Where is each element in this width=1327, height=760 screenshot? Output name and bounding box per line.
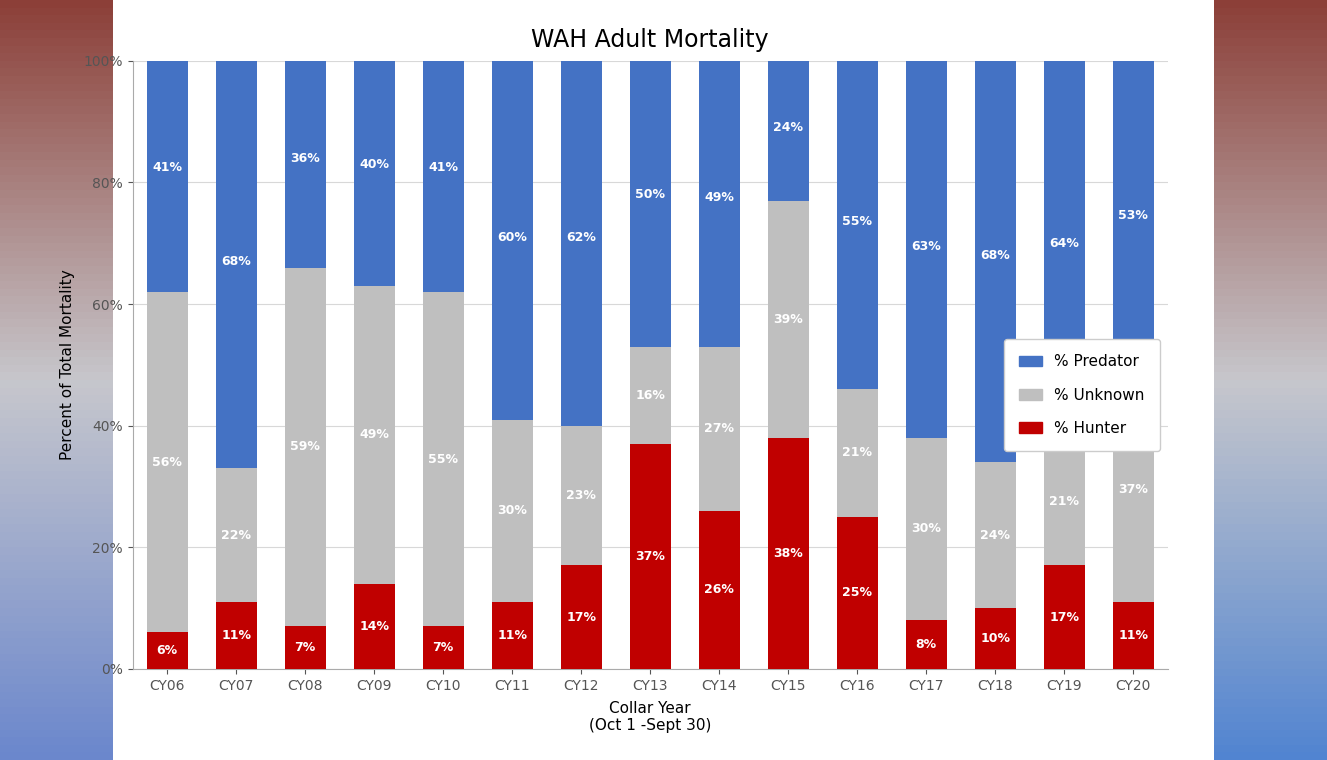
Bar bbox=[1043, 565, 1085, 669]
Bar bbox=[353, 286, 395, 584]
Bar bbox=[767, 55, 809, 201]
Bar bbox=[698, 347, 740, 511]
Text: 41%: 41% bbox=[429, 160, 458, 174]
Text: 21%: 21% bbox=[843, 446, 872, 460]
Bar bbox=[491, 420, 533, 602]
Text: 7%: 7% bbox=[295, 641, 316, 654]
Bar bbox=[905, 438, 947, 620]
Text: 37%: 37% bbox=[1119, 483, 1148, 496]
Bar bbox=[974, 462, 1016, 608]
Bar bbox=[422, 292, 464, 626]
Bar bbox=[146, 43, 188, 292]
Text: 36%: 36% bbox=[291, 151, 320, 165]
X-axis label: Collar Year
(Oct 1 -Sept 30): Collar Year (Oct 1 -Sept 30) bbox=[589, 701, 711, 733]
Bar bbox=[422, 626, 464, 669]
Text: 49%: 49% bbox=[360, 428, 389, 442]
Bar bbox=[1112, 602, 1154, 669]
Text: 16%: 16% bbox=[636, 388, 665, 402]
Bar bbox=[1043, 49, 1085, 438]
Text: 56%: 56% bbox=[153, 455, 182, 469]
Bar bbox=[422, 43, 464, 292]
Bar bbox=[905, 620, 947, 669]
Bar bbox=[146, 292, 188, 632]
Text: 22%: 22% bbox=[222, 528, 251, 542]
Text: 21%: 21% bbox=[1050, 495, 1079, 508]
Text: 50%: 50% bbox=[636, 188, 665, 201]
Bar bbox=[767, 201, 809, 438]
Text: 39%: 39% bbox=[774, 312, 803, 326]
Text: 25%: 25% bbox=[843, 586, 872, 600]
Text: 68%: 68% bbox=[981, 249, 1010, 262]
Bar bbox=[215, 602, 257, 669]
Bar bbox=[560, 49, 602, 426]
Text: 64%: 64% bbox=[1050, 236, 1079, 250]
Bar bbox=[284, 268, 326, 626]
Bar bbox=[629, 347, 671, 444]
Y-axis label: Percent of Total Mortality: Percent of Total Mortality bbox=[60, 270, 76, 460]
Bar bbox=[1043, 438, 1085, 565]
Bar bbox=[974, 49, 1016, 462]
Text: 7%: 7% bbox=[433, 641, 454, 654]
Bar bbox=[560, 426, 602, 565]
Text: 11%: 11% bbox=[1119, 629, 1148, 642]
Bar bbox=[767, 438, 809, 669]
Bar bbox=[353, 584, 395, 669]
Text: 11%: 11% bbox=[222, 629, 251, 642]
Text: 62%: 62% bbox=[567, 230, 596, 244]
Text: 17%: 17% bbox=[1050, 610, 1079, 624]
Bar bbox=[560, 565, 602, 669]
Bar bbox=[629, 444, 671, 669]
Text: 14%: 14% bbox=[360, 619, 389, 633]
Bar bbox=[353, 43, 395, 286]
Text: 10%: 10% bbox=[981, 632, 1010, 645]
Text: 30%: 30% bbox=[912, 522, 941, 536]
Text: 38%: 38% bbox=[774, 546, 803, 560]
Text: 8%: 8% bbox=[916, 638, 937, 651]
Text: 30%: 30% bbox=[498, 504, 527, 518]
Bar bbox=[629, 43, 671, 347]
Text: 53%: 53% bbox=[1119, 209, 1148, 223]
Text: 41%: 41% bbox=[153, 160, 182, 174]
Text: 60%: 60% bbox=[498, 230, 527, 244]
Bar bbox=[491, 55, 533, 420]
Text: 59%: 59% bbox=[291, 440, 320, 454]
Text: 27%: 27% bbox=[705, 422, 734, 435]
Text: 6%: 6% bbox=[157, 644, 178, 657]
Text: 63%: 63% bbox=[912, 239, 941, 253]
Bar bbox=[836, 389, 878, 517]
Bar bbox=[215, 55, 257, 468]
Bar bbox=[905, 55, 947, 438]
Bar bbox=[491, 602, 533, 669]
Title: WAH Adult Mortality: WAH Adult Mortality bbox=[531, 28, 770, 52]
Text: 24%: 24% bbox=[774, 121, 803, 135]
Bar bbox=[698, 511, 740, 669]
Text: 23%: 23% bbox=[567, 489, 596, 502]
Text: 68%: 68% bbox=[222, 255, 251, 268]
Text: 26%: 26% bbox=[705, 583, 734, 597]
Text: 55%: 55% bbox=[429, 452, 458, 466]
Bar bbox=[836, 517, 878, 669]
Text: 55%: 55% bbox=[843, 215, 872, 229]
Text: 49%: 49% bbox=[705, 191, 734, 204]
Bar bbox=[698, 49, 740, 347]
Bar bbox=[1112, 377, 1154, 602]
Bar bbox=[974, 608, 1016, 669]
Text: 40%: 40% bbox=[360, 157, 389, 171]
Text: 11%: 11% bbox=[498, 629, 527, 642]
Text: 17%: 17% bbox=[567, 610, 596, 624]
Bar bbox=[284, 49, 326, 268]
Bar bbox=[215, 468, 257, 602]
Bar bbox=[1112, 55, 1154, 377]
Bar bbox=[284, 626, 326, 669]
Legend: % Predator, % Unknown, % Hunter: % Predator, % Unknown, % Hunter bbox=[1005, 339, 1160, 451]
Bar bbox=[836, 55, 878, 389]
Text: 24%: 24% bbox=[981, 528, 1010, 542]
Text: 37%: 37% bbox=[636, 549, 665, 563]
Bar bbox=[146, 632, 188, 669]
